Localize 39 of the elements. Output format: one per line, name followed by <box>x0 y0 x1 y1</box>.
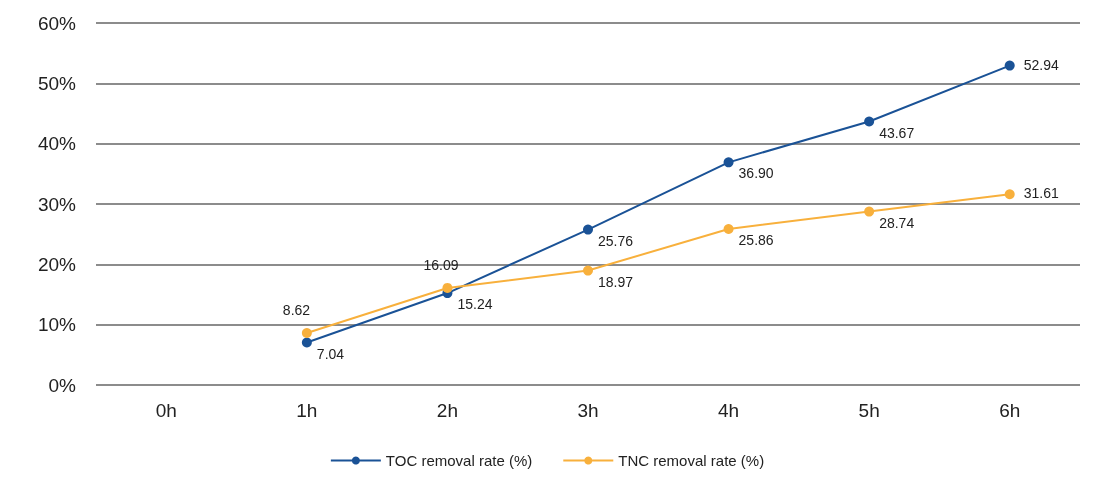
data-label: 25.76 <box>598 232 634 249</box>
legend-label: TOC removal rate (%) <box>385 452 533 469</box>
legend-label: TNC removal rate (%) <box>618 452 765 469</box>
point <box>301 328 312 338</box>
x-tick-label: 3h <box>577 400 599 421</box>
x-tick-label: 6h <box>999 400 1021 421</box>
y-tick-label: 30% <box>37 193 77 215</box>
x-tick-label: 5h <box>858 400 880 421</box>
data-label: 52.94 <box>1023 56 1059 73</box>
data-label: 31.61 <box>1023 185 1059 202</box>
x-tick-label: 1h <box>296 400 318 421</box>
point <box>442 282 453 293</box>
y-tick-label: 10% <box>37 314 77 336</box>
data-label: 7.04 <box>316 345 345 362</box>
point <box>301 337 312 348</box>
point <box>583 224 593 235</box>
y-tick-label: 20% <box>37 253 77 275</box>
x-tick-label: 4h <box>718 400 740 421</box>
data-label: 15.24 <box>457 296 493 313</box>
point <box>583 265 593 276</box>
point <box>1004 189 1015 200</box>
point <box>723 157 734 168</box>
x-tick-label: 2h <box>436 400 458 421</box>
data-label: 43.67 <box>879 124 915 141</box>
data-label: 25.86 <box>738 231 774 248</box>
data-label: 8.62 <box>282 301 311 318</box>
data-label: 16.09 <box>423 256 459 273</box>
y-tick-label: 50% <box>37 72 77 94</box>
data-label: 36.90 <box>738 165 774 182</box>
point <box>864 206 875 217</box>
y-tick-label: 40% <box>37 133 77 155</box>
y-tick-label: 0% <box>48 374 77 396</box>
point <box>723 223 734 234</box>
y-tick-label: 60% <box>37 12 77 34</box>
data-label: 28.74 <box>879 214 915 231</box>
point <box>864 116 875 127</box>
point <box>1004 60 1015 71</box>
x-tick-label: 0h <box>155 400 177 421</box>
data-label: 18.97 <box>598 273 634 290</box>
